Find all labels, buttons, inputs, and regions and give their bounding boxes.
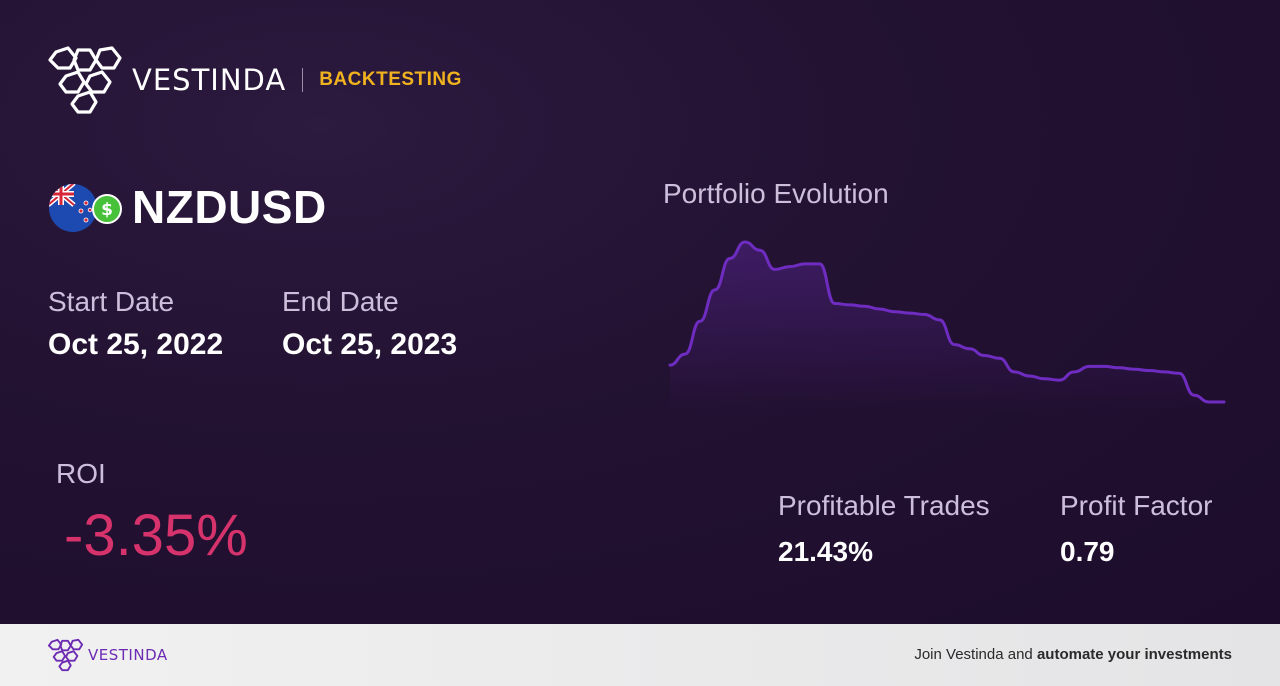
chart-area-fill (670, 242, 1224, 412)
profit-factor-value: 0.79 (1060, 536, 1115, 567)
chart-series-line (668, 240, 1226, 404)
vestinda-logo-icon (48, 46, 122, 114)
asset-symbol: $ NZDUSD (48, 180, 327, 234)
footer-cta[interactable]: Join Vestinda and automate your investme… (914, 646, 1232, 663)
new-zealand-flag-icon (49, 184, 97, 232)
roi-label: ROI (56, 458, 106, 489)
footer-bar: VESTINDA Join Vestinda and automate your… (0, 624, 1280, 686)
chart-title: Portfolio Evolution (663, 178, 889, 209)
end-date-label: End Date (282, 286, 399, 317)
brand-divider (302, 68, 304, 92)
footer-brand-name: VESTINDA (88, 646, 168, 664)
start-date-value: Oct 25, 2022 (48, 328, 224, 361)
svg-text:$: $ (101, 200, 113, 220)
brand-header: VESTINDA BACKTESTING (48, 46, 462, 114)
asset-symbol-name: NZDUSD (132, 181, 327, 233)
footer-cta-prefix: Join Vestinda and (914, 646, 1037, 663)
start-date-label: Start Date (48, 286, 175, 317)
profitable-trades: Profitable Trades 21.43% (778, 490, 990, 568)
backtest-card: VESTINDA BACKTESTING (0, 0, 1280, 624)
brand-name: VESTINDA (132, 63, 287, 97)
dollar-coin-icon: $ (92, 194, 122, 224)
brand-tag: BACKTESTING (319, 69, 462, 90)
portfolio-chart (668, 240, 1226, 412)
profitable-trades-label: Profitable Trades (778, 490, 990, 521)
end-date: End Date Oct 25, 2023 (282, 286, 457, 362)
profit-factor: Profit Factor 0.79 (1060, 490, 1212, 568)
roi-value: -3.35% (64, 503, 248, 568)
start-date: Start Date Oct 25, 2022 (48, 286, 223, 362)
profit-factor-label: Profit Factor (1060, 490, 1213, 521)
footer-brand[interactable]: VESTINDA (48, 638, 168, 672)
vestinda-logo-icon (48, 638, 84, 672)
profitable-trades-value: 21.43% (778, 536, 873, 567)
end-date-value: Oct 25, 2023 (282, 328, 458, 361)
asset-icons: $ (48, 182, 128, 232)
footer-cta-bold: automate your investments (1036, 646, 1232, 663)
